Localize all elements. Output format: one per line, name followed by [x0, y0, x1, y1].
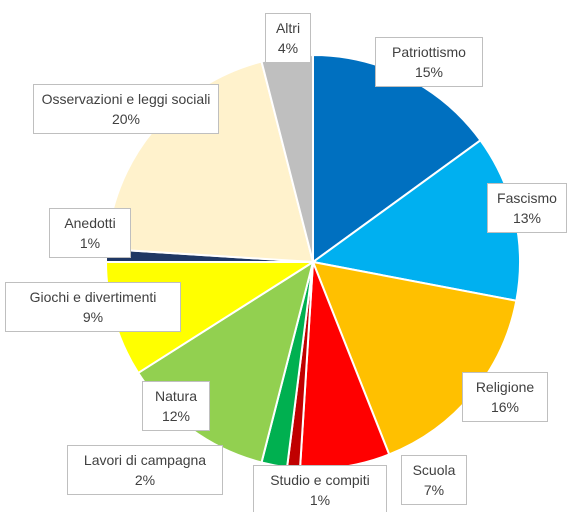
value-label: 20% [111, 111, 141, 127]
data-label: Altri 4% [265, 13, 311, 63]
data-label: Fascismo 13% [487, 183, 567, 233]
data-label: Scuola 7% [401, 455, 467, 505]
category-label: Religione [475, 379, 535, 395]
category-label: Studio e compiti [270, 472, 370, 488]
data-label: Giochi e divertimenti 9% [5, 282, 181, 332]
value-label: 7% [423, 482, 445, 498]
category-label: Fascismo [497, 190, 557, 206]
category-label: Osservazioni e leggi sociali [41, 91, 211, 107]
category-label: Lavori di campagna [83, 452, 207, 468]
value-label: 15% [414, 64, 444, 80]
value-label: 2% [134, 472, 156, 488]
value-label: 16% [490, 399, 520, 415]
category-label: Anedotti [64, 215, 116, 231]
data-label: Lavori di campagna 2% [67, 445, 223, 495]
category-label: Giochi e divertimenti [29, 289, 157, 305]
data-label: Studio e compiti 1% [253, 465, 387, 512]
data-label: Anedotti 1% [49, 208, 131, 258]
value-label: 12% [161, 408, 191, 424]
category-label: Scuola [412, 462, 456, 478]
value-label: 9% [82, 309, 104, 325]
value-label: 4% [277, 40, 299, 56]
data-label: Patriottismo 15% [375, 37, 483, 87]
value-label: 1% [309, 492, 331, 508]
value-label: 1% [79, 235, 101, 251]
category-label: Altri [275, 20, 301, 36]
data-label: Natura 12% [142, 381, 210, 431]
category-label: Natura [154, 388, 198, 404]
data-label: Religione 16% [462, 372, 548, 422]
data-label: Osservazioni e leggi sociali 20% [33, 84, 219, 134]
category-label: Patriottismo [392, 44, 466, 60]
value-label: 13% [512, 210, 542, 226]
